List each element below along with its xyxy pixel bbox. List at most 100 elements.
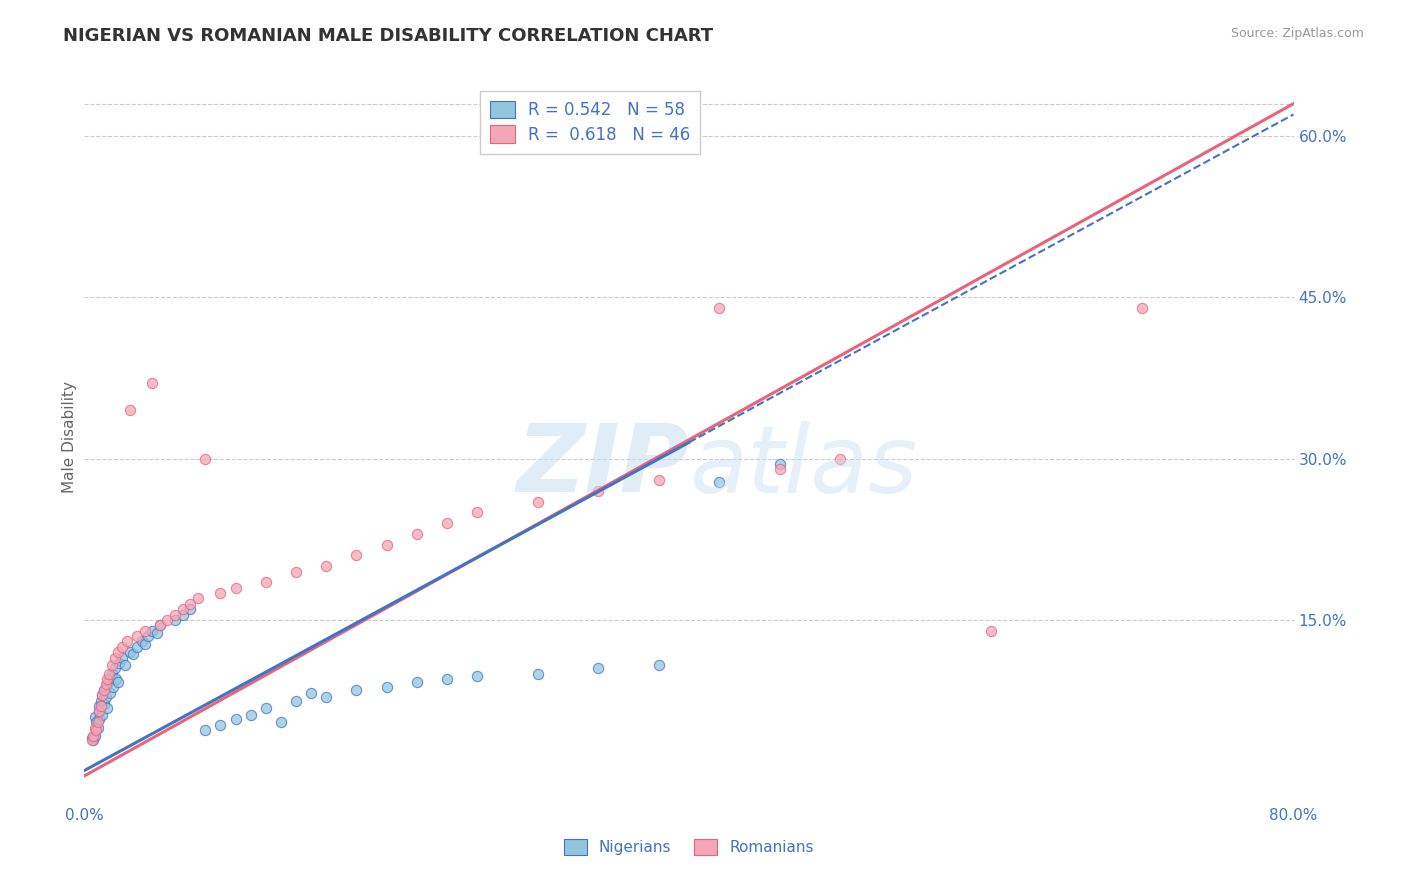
Text: NIGERIAN VS ROMANIAN MALE DISABILITY CORRELATION CHART: NIGERIAN VS ROMANIAN MALE DISABILITY COR… bbox=[63, 27, 713, 45]
Point bbox=[84, 729, 107, 743]
Point bbox=[141, 376, 163, 391]
Point bbox=[90, 698, 112, 713]
Point bbox=[194, 723, 217, 737]
Point bbox=[436, 516, 458, 530]
Point bbox=[209, 718, 232, 732]
Point bbox=[1130, 301, 1153, 315]
Point bbox=[588, 483, 610, 498]
Point bbox=[134, 624, 156, 638]
Point bbox=[104, 661, 127, 675]
Point bbox=[80, 731, 103, 746]
Point bbox=[346, 549, 368, 563]
Point bbox=[89, 705, 111, 719]
Point bbox=[93, 697, 115, 711]
Point bbox=[82, 729, 104, 743]
Point bbox=[84, 721, 107, 735]
Point bbox=[89, 705, 111, 719]
Point bbox=[254, 575, 277, 590]
Point bbox=[89, 712, 111, 726]
Text: ZIP: ZIP bbox=[516, 420, 689, 512]
Point bbox=[111, 640, 134, 654]
Point bbox=[97, 672, 120, 686]
Point bbox=[527, 494, 550, 508]
Point bbox=[94, 690, 117, 705]
Point bbox=[239, 707, 262, 722]
Point bbox=[87, 715, 110, 730]
Point bbox=[194, 451, 217, 466]
Point bbox=[86, 715, 108, 730]
Point bbox=[149, 618, 172, 632]
Point bbox=[527, 666, 550, 681]
Point bbox=[118, 645, 141, 659]
Point bbox=[108, 656, 131, 670]
Point bbox=[769, 462, 792, 476]
Point bbox=[406, 527, 429, 541]
Point bbox=[114, 658, 136, 673]
Point bbox=[830, 451, 852, 466]
Point bbox=[980, 624, 1002, 638]
Point bbox=[209, 586, 232, 600]
Point bbox=[107, 645, 129, 659]
Point bbox=[225, 581, 247, 595]
Y-axis label: Male Disability: Male Disability bbox=[62, 381, 77, 493]
Legend: Nigerians, Romanians: Nigerians, Romanians bbox=[558, 833, 820, 861]
Point bbox=[165, 613, 187, 627]
Point bbox=[149, 618, 172, 632]
Point bbox=[165, 607, 187, 622]
Point bbox=[84, 710, 107, 724]
Point bbox=[101, 680, 124, 694]
Point bbox=[93, 682, 115, 697]
Point bbox=[111, 650, 134, 665]
Text: atlas: atlas bbox=[689, 421, 917, 512]
Point bbox=[127, 640, 149, 654]
Point bbox=[97, 666, 120, 681]
Point bbox=[315, 559, 337, 574]
Point bbox=[156, 613, 179, 627]
Point bbox=[172, 602, 194, 616]
Point bbox=[127, 629, 149, 643]
Point bbox=[121, 648, 143, 662]
Point bbox=[96, 672, 118, 686]
Point bbox=[86, 723, 108, 737]
Point bbox=[285, 565, 308, 579]
Point bbox=[105, 672, 128, 686]
Point bbox=[254, 701, 277, 715]
Point bbox=[709, 475, 731, 490]
Point bbox=[87, 721, 110, 735]
Point bbox=[93, 682, 115, 697]
Point bbox=[375, 680, 398, 694]
Point bbox=[375, 538, 398, 552]
Point bbox=[179, 602, 201, 616]
Point bbox=[467, 669, 489, 683]
Point bbox=[467, 505, 489, 519]
Point bbox=[406, 675, 429, 690]
Point bbox=[107, 675, 129, 690]
Point bbox=[118, 403, 141, 417]
Point bbox=[299, 686, 322, 700]
Point bbox=[648, 658, 671, 673]
Point bbox=[100, 658, 122, 673]
Point bbox=[225, 712, 247, 726]
Point bbox=[136, 629, 159, 643]
Point bbox=[96, 701, 118, 715]
Point bbox=[315, 690, 337, 705]
Point bbox=[98, 686, 121, 700]
Point bbox=[270, 715, 292, 730]
Point bbox=[91, 707, 114, 722]
Point bbox=[90, 693, 112, 707]
Point bbox=[91, 688, 114, 702]
Point bbox=[436, 672, 458, 686]
Point bbox=[82, 733, 104, 747]
Point bbox=[172, 607, 194, 622]
Point bbox=[187, 591, 209, 606]
Point bbox=[709, 301, 731, 315]
Point bbox=[80, 733, 103, 747]
Point bbox=[131, 634, 153, 648]
Point bbox=[134, 637, 156, 651]
Point bbox=[91, 688, 114, 702]
Point bbox=[141, 624, 163, 638]
Point bbox=[104, 650, 127, 665]
Point bbox=[346, 682, 368, 697]
Point bbox=[588, 661, 610, 675]
Point bbox=[285, 693, 308, 707]
